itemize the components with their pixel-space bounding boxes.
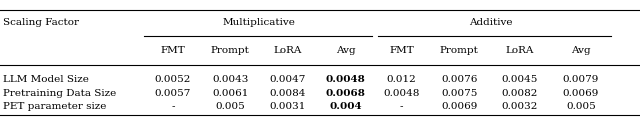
Text: LoRA: LoRA (506, 46, 534, 55)
Text: Additive: Additive (470, 18, 513, 27)
Text: Prompt: Prompt (211, 46, 250, 55)
Text: 0.005: 0.005 (216, 102, 245, 111)
Text: 0.0075: 0.0075 (441, 89, 477, 98)
Text: Prompt: Prompt (440, 46, 479, 55)
Text: LLM Model Size: LLM Model Size (3, 75, 89, 84)
Text: Avg: Avg (336, 46, 355, 55)
Text: 0.0043: 0.0043 (212, 75, 248, 84)
Text: 0.0069: 0.0069 (441, 102, 477, 111)
Text: FMT: FMT (389, 46, 414, 55)
Text: 0.012: 0.012 (387, 75, 417, 84)
Text: 0.0076: 0.0076 (441, 75, 477, 84)
Text: -: - (400, 102, 403, 111)
Text: 0.0045: 0.0045 (502, 75, 538, 84)
Text: 0.0082: 0.0082 (502, 89, 538, 98)
Text: 0.0057: 0.0057 (155, 89, 191, 98)
Text: PET parameter size: PET parameter size (3, 102, 107, 111)
Text: 0.0068: 0.0068 (326, 89, 365, 98)
Text: 0.0031: 0.0031 (270, 102, 306, 111)
Text: 0.0052: 0.0052 (155, 75, 191, 84)
Text: -: - (171, 102, 175, 111)
Text: 0.0061: 0.0061 (212, 89, 248, 98)
Text: 0.004: 0.004 (330, 102, 362, 111)
Text: 0.0069: 0.0069 (563, 89, 599, 98)
Text: 0.0079: 0.0079 (563, 75, 599, 84)
Text: Pretraining Data Size: Pretraining Data Size (3, 89, 116, 98)
Text: 0.0084: 0.0084 (270, 89, 306, 98)
Text: Multiplicative: Multiplicative (223, 18, 296, 27)
Text: LoRA: LoRA (274, 46, 302, 55)
Text: 0.0032: 0.0032 (502, 102, 538, 111)
Text: FMT: FMT (161, 46, 185, 55)
Text: 0.0048: 0.0048 (326, 75, 365, 84)
Text: 0.0048: 0.0048 (383, 89, 420, 98)
Text: Avg: Avg (571, 46, 591, 55)
Text: 0.0047: 0.0047 (270, 75, 306, 84)
Text: Scaling Factor: Scaling Factor (3, 18, 79, 27)
Text: 0.005: 0.005 (566, 102, 596, 111)
